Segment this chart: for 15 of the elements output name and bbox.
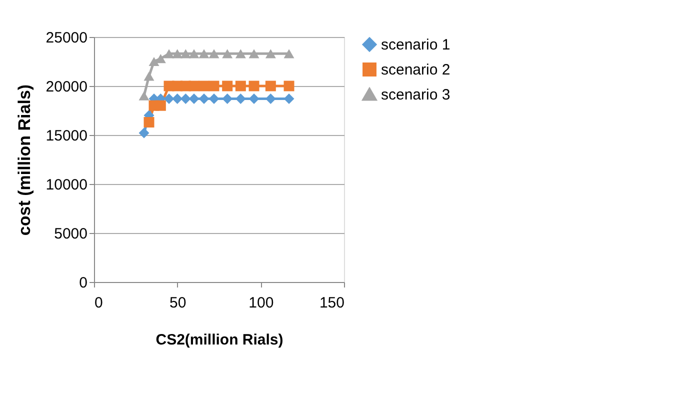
x-tick-label: 100 (248, 294, 274, 312)
y-tick-label: 0 (79, 274, 88, 292)
y-axis-title: cost (million Rials) (14, 84, 34, 236)
legend-label: scenario 2 (381, 62, 450, 78)
legend-label: scenario 1 (381, 36, 450, 54)
y-tick-label: 20000 (46, 78, 88, 96)
legend-label: scenario 3 (381, 86, 450, 104)
y-tick-label: 25000 (46, 30, 88, 46)
y-tick-label: 10000 (46, 176, 88, 194)
x-tick-label: 0 (94, 294, 103, 312)
x-axis-title: CS2(million Rials) (156, 332, 284, 348)
x-tick-label: 50 (169, 294, 186, 312)
y-tick-label: 15000 (46, 128, 88, 144)
y-tick-label: 5000 (54, 226, 88, 242)
x-tick-label: 150 (319, 294, 344, 312)
